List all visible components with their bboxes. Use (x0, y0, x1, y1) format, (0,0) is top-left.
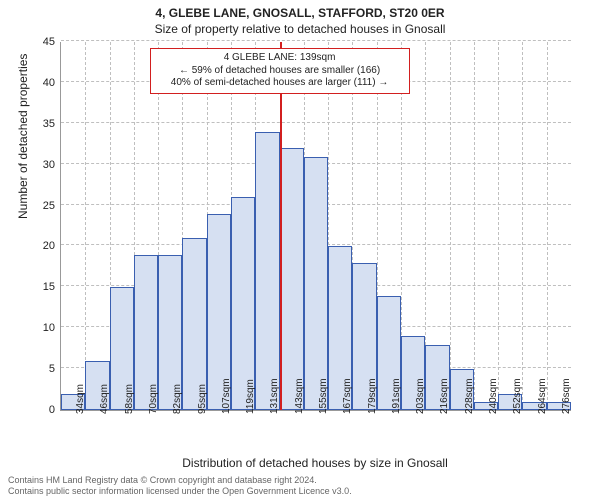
gridline-vertical (474, 42, 475, 410)
footer-line-1: Contains HM Land Registry data © Crown c… (8, 475, 592, 485)
y-tick-label: 45 (43, 36, 61, 48)
callout-box: 4 GLEBE LANE: 139sqm ← 59% of detached h… (150, 48, 410, 94)
y-tick-label: 30 (43, 159, 61, 171)
y-tick-label: 10 (43, 322, 61, 334)
chart-title: 4, GLEBE LANE, GNOSALL, STAFFORD, ST20 0… (0, 6, 600, 20)
histogram-bar (280, 148, 304, 410)
y-tick-label: 0 (49, 404, 61, 416)
histogram-bar (255, 132, 279, 410)
chart-container: 4, GLEBE LANE, GNOSALL, STAFFORD, ST20 0… (0, 0, 600, 500)
title-block: 4, GLEBE LANE, GNOSALL, STAFFORD, ST20 0… (0, 6, 600, 36)
gridline-vertical (547, 42, 548, 410)
gridline-vertical (85, 42, 86, 410)
x-tick-label: 276sqm (561, 378, 572, 414)
callout-line-1: 4 GLEBE LANE: 139sqm (157, 52, 403, 65)
y-tick-label: 25 (43, 200, 61, 212)
gridline-horizontal (61, 122, 571, 124)
footer-attribution: Contains HM Land Registry data © Crown c… (8, 475, 592, 496)
plot-area: 05101520253035404534sqm46sqm58sqm70sqm82… (60, 42, 571, 411)
histogram-bar (304, 157, 328, 411)
gridline-vertical (522, 42, 523, 410)
chart-subtitle: Size of property relative to detached ho… (0, 22, 600, 36)
reference-line (280, 42, 282, 410)
histogram-bar (231, 197, 255, 410)
gridline-vertical (450, 42, 451, 410)
y-tick-label: 35 (43, 118, 61, 130)
callout-line-2: ← 59% of detached houses are smaller (16… (157, 65, 403, 78)
y-axis-label: Number of detached properties (16, 54, 30, 219)
y-tick-label: 15 (43, 281, 61, 293)
x-axis-label: Distribution of detached houses by size … (60, 456, 570, 470)
gridline-vertical (498, 42, 499, 410)
callout-line-3: 40% of semi-detached houses are larger (… (157, 77, 403, 90)
y-tick-label: 5 (49, 363, 61, 375)
y-tick-label: 40 (43, 77, 61, 89)
footer-line-2: Contains public sector information licen… (8, 486, 592, 496)
gridline-horizontal (61, 40, 571, 42)
y-tick-label: 20 (43, 240, 61, 252)
